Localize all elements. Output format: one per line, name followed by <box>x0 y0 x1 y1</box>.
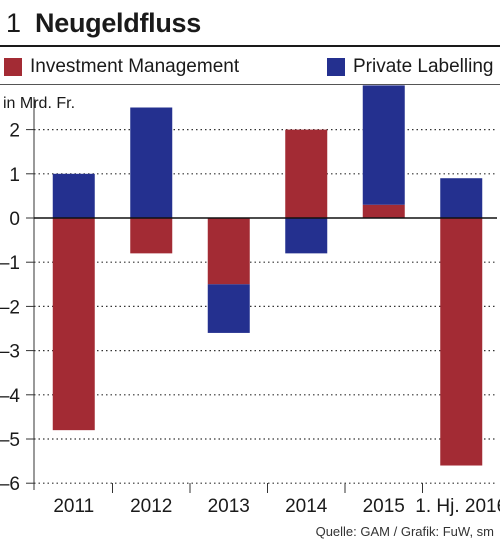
bar-investment-management <box>130 218 173 254</box>
legend-rule <box>0 84 500 85</box>
y-tick-label: 0 <box>9 209 20 230</box>
bar-private-labelling <box>440 178 483 218</box>
chart-title-row: 1 Neugeldfluss <box>6 4 201 42</box>
bar-private-labelling <box>52 173 95 218</box>
legend-label-private-labelling: Private Labelling <box>353 56 494 77</box>
y-tick-labels: 2 1 0 –1 –2 –3 –4 –5 –6 <box>0 121 34 495</box>
bars <box>52 85 483 466</box>
y-tick-label: –2 <box>0 297 20 318</box>
bar-private-labelling <box>362 85 405 205</box>
y-axis-unit-label: in Mrd. Fr. <box>3 95 75 112</box>
y-tick-label: –4 <box>0 386 20 407</box>
y-tick-label: –3 <box>0 342 20 363</box>
bar-investment-management <box>52 218 95 431</box>
bar-investment-management <box>207 218 250 285</box>
figure-number: 1 <box>6 7 22 38</box>
y-tick-label: 1 <box>9 165 20 186</box>
x-tick-labels: 2011 2012 2013 2014 2015 1. Hj. 2016 <box>53 483 500 517</box>
bar-private-labelling <box>285 218 328 254</box>
bar-private-labelling <box>130 107 173 218</box>
x-tick-label: 2014 <box>285 496 328 517</box>
x-tick-label: 2011 <box>53 496 94 517</box>
legend-item-investment-management: Investment Management <box>4 54 239 80</box>
y-tick-label: –1 <box>0 253 20 274</box>
x-tick-label: 2013 <box>208 496 250 517</box>
x-tick-label: 2012 <box>130 496 172 517</box>
x-tick-label: 1. Hj. 2016 <box>415 496 500 517</box>
legend-label-investment-management: Investment Management <box>30 56 240 77</box>
legend-swatch-investment-management <box>4 58 22 76</box>
y-tick-label: 2 <box>9 121 20 142</box>
y-tick-label: –5 <box>0 430 20 451</box>
x-tick-label: 2015 <box>363 496 405 517</box>
legend-item-private-labelling: Private Labelling <box>327 54 493 80</box>
legend-swatch-private-labelling <box>327 58 345 76</box>
y-tick-label: –6 <box>0 474 20 495</box>
grid-lines <box>33 97 497 490</box>
bar-investment-management <box>362 204 405 218</box>
bar-private-labelling <box>207 284 250 333</box>
source-note: Quelle: GAM / Grafik: FuW, sm <box>315 524 494 539</box>
title-rule <box>0 45 500 47</box>
chart-title: Neugeldfluss <box>35 7 201 38</box>
bar-investment-management <box>440 218 483 466</box>
bar-investment-management <box>285 129 328 218</box>
